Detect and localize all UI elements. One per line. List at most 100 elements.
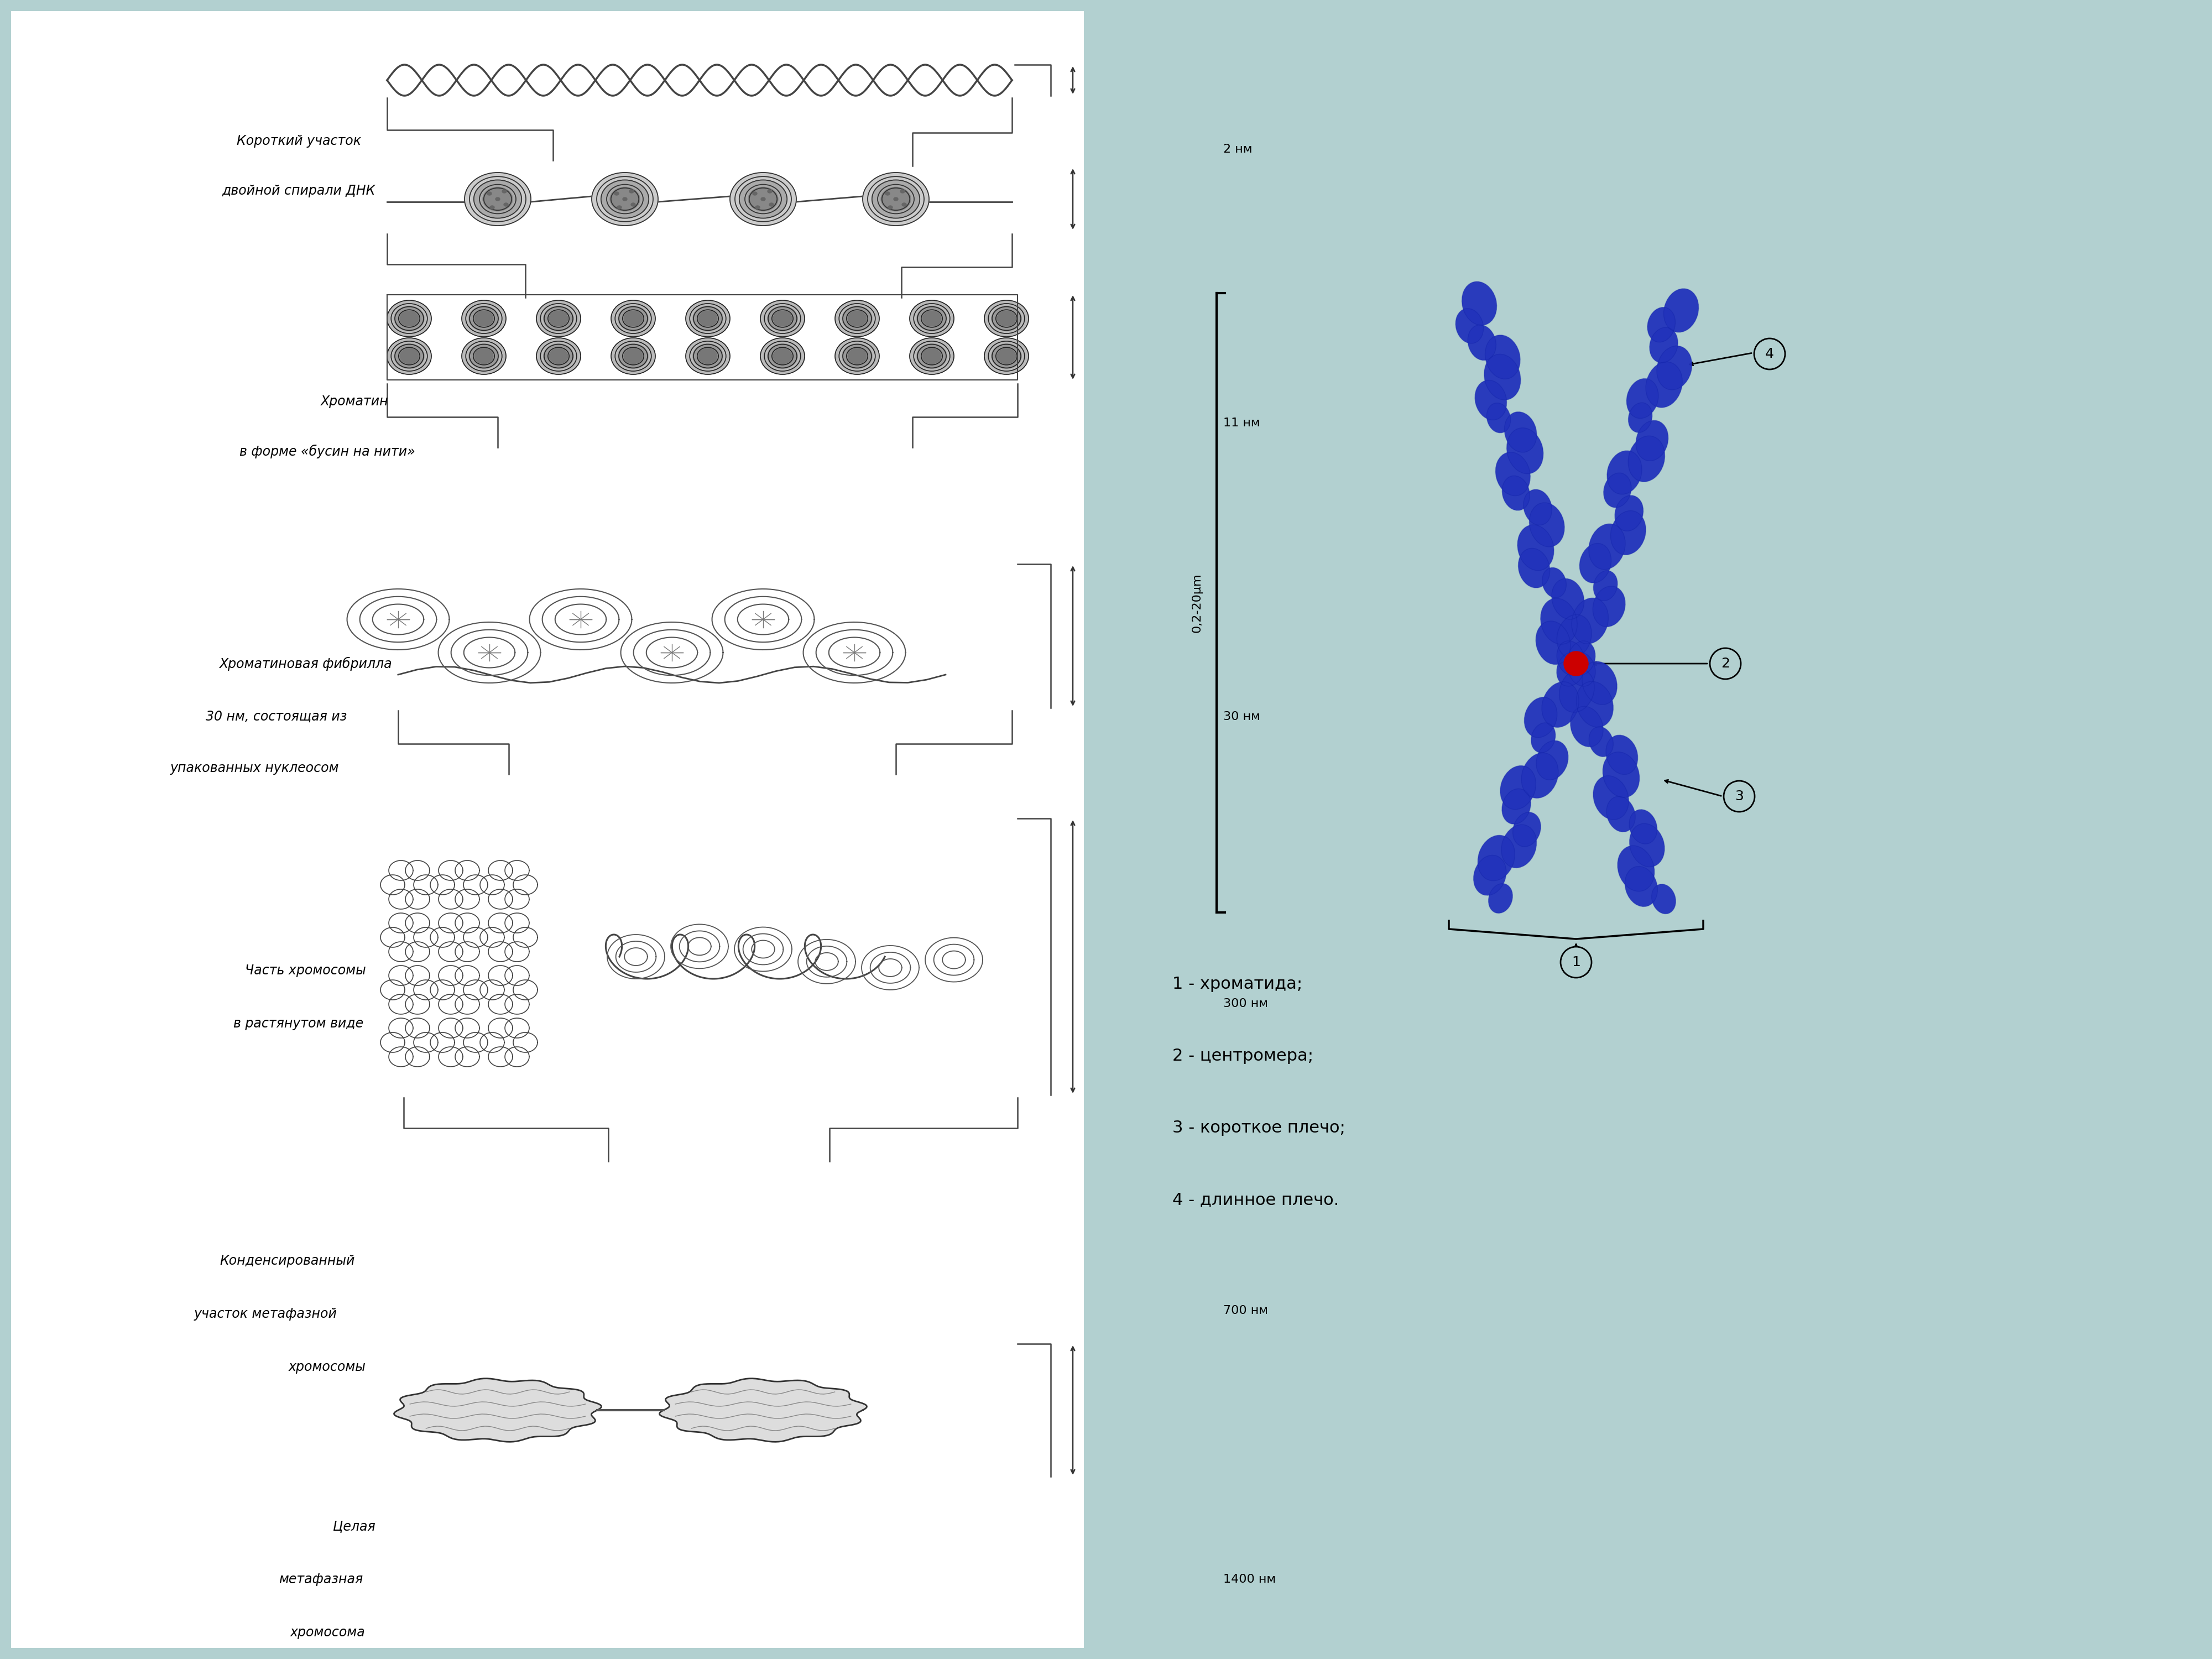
Text: 1400 нм: 1400 нм: [1223, 1574, 1276, 1584]
Ellipse shape: [469, 343, 500, 368]
Ellipse shape: [1573, 597, 1608, 644]
Ellipse shape: [469, 307, 500, 330]
Ellipse shape: [617, 343, 648, 368]
Ellipse shape: [630, 189, 635, 192]
Ellipse shape: [998, 310, 1015, 327]
Ellipse shape: [1502, 788, 1531, 825]
Circle shape: [1562, 947, 1593, 977]
Text: Целая: Целая: [332, 1520, 376, 1533]
Ellipse shape: [916, 307, 947, 330]
Ellipse shape: [1657, 345, 1692, 390]
Ellipse shape: [768, 189, 772, 192]
Ellipse shape: [487, 192, 491, 196]
Ellipse shape: [1500, 766, 1535, 810]
Ellipse shape: [847, 348, 867, 363]
Ellipse shape: [916, 343, 947, 368]
Ellipse shape: [774, 348, 792, 363]
Ellipse shape: [748, 187, 779, 211]
Ellipse shape: [394, 307, 425, 330]
Ellipse shape: [880, 187, 911, 211]
Ellipse shape: [495, 197, 500, 201]
Ellipse shape: [843, 307, 872, 330]
Ellipse shape: [1517, 524, 1553, 571]
Ellipse shape: [761, 300, 805, 337]
Ellipse shape: [624, 310, 641, 327]
Ellipse shape: [909, 338, 953, 375]
Ellipse shape: [1513, 813, 1542, 846]
Ellipse shape: [1604, 473, 1630, 508]
Circle shape: [1754, 338, 1785, 370]
Ellipse shape: [1577, 682, 1613, 727]
Ellipse shape: [1540, 599, 1577, 644]
Ellipse shape: [1615, 496, 1644, 531]
Ellipse shape: [902, 202, 907, 206]
Ellipse shape: [1475, 380, 1506, 420]
Ellipse shape: [1469, 325, 1495, 360]
Ellipse shape: [549, 310, 568, 327]
Text: в форме «бусин на нити»: в форме «бусин на нити»: [239, 445, 416, 458]
Ellipse shape: [922, 348, 940, 363]
Ellipse shape: [692, 343, 723, 368]
Ellipse shape: [602, 179, 648, 219]
Ellipse shape: [549, 348, 568, 363]
Ellipse shape: [473, 179, 522, 219]
Text: участок метафазной: участок метафазной: [195, 1307, 336, 1321]
Ellipse shape: [611, 300, 655, 337]
Ellipse shape: [1606, 735, 1637, 775]
Ellipse shape: [872, 179, 920, 219]
Ellipse shape: [387, 338, 431, 375]
Circle shape: [1723, 781, 1754, 811]
Text: 2: 2: [1721, 657, 1730, 670]
Ellipse shape: [394, 343, 425, 368]
Circle shape: [1564, 652, 1588, 675]
Ellipse shape: [1473, 854, 1506, 896]
Ellipse shape: [900, 189, 905, 192]
Ellipse shape: [1652, 884, 1677, 914]
Ellipse shape: [1606, 796, 1635, 831]
Ellipse shape: [624, 197, 628, 201]
Ellipse shape: [770, 202, 774, 206]
Text: упакованных нуклеосом: упакованных нуклеосом: [170, 761, 338, 775]
Ellipse shape: [1568, 640, 1595, 675]
Ellipse shape: [843, 343, 872, 368]
Ellipse shape: [991, 343, 1022, 368]
Ellipse shape: [482, 187, 513, 211]
Ellipse shape: [730, 173, 796, 226]
Text: 30 нм, состоящая из: 30 нм, состоящая из: [206, 710, 347, 723]
Ellipse shape: [630, 202, 635, 206]
Ellipse shape: [400, 348, 418, 363]
Ellipse shape: [1557, 652, 1584, 687]
Text: 4 - длинное плечо.: 4 - длинное плечо.: [1172, 1191, 1338, 1208]
Ellipse shape: [1648, 307, 1674, 342]
Ellipse shape: [1535, 740, 1568, 780]
Text: 30 нм: 30 нм: [1223, 712, 1261, 722]
Ellipse shape: [1604, 752, 1639, 798]
Ellipse shape: [1626, 378, 1659, 418]
Text: Часть хромосомы: Часть хромосомы: [246, 964, 365, 977]
Ellipse shape: [1495, 453, 1531, 496]
Ellipse shape: [863, 173, 929, 226]
Text: 3 - короткое плечо;: 3 - короткое плечо;: [1172, 1120, 1345, 1136]
Text: 1: 1: [1573, 956, 1579, 969]
Ellipse shape: [1579, 544, 1610, 582]
Ellipse shape: [504, 202, 509, 206]
Text: 2 нм: 2 нм: [1223, 144, 1252, 154]
Ellipse shape: [1524, 697, 1557, 738]
Ellipse shape: [1630, 810, 1657, 844]
Ellipse shape: [544, 343, 573, 368]
Ellipse shape: [400, 310, 418, 327]
Text: Хроматиновая фибрилла: Хроматиновая фибрилла: [219, 657, 392, 670]
Ellipse shape: [491, 206, 495, 209]
Ellipse shape: [922, 310, 940, 327]
Ellipse shape: [1535, 620, 1571, 665]
Text: метафазная: метафазная: [279, 1573, 363, 1586]
Ellipse shape: [1486, 403, 1511, 433]
Ellipse shape: [535, 300, 580, 337]
Ellipse shape: [692, 307, 723, 330]
Ellipse shape: [615, 192, 619, 196]
Ellipse shape: [909, 300, 953, 337]
Ellipse shape: [1502, 825, 1537, 868]
Ellipse shape: [761, 197, 765, 201]
Ellipse shape: [1663, 289, 1699, 332]
Ellipse shape: [611, 187, 639, 211]
